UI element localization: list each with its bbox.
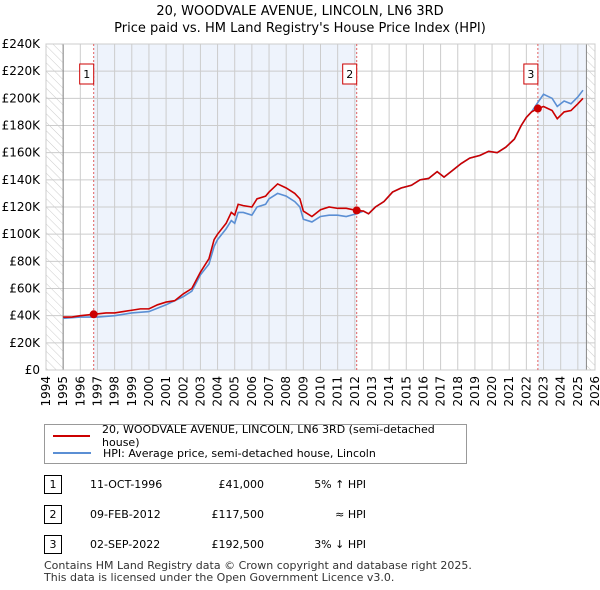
x-tick-label: 2001 xyxy=(159,376,173,407)
plot-border xyxy=(45,43,596,371)
transaction-price: £192,500 xyxy=(211,538,265,551)
sale-label: 3 xyxy=(527,68,534,81)
chart-subtitle: Price paid vs. HM Land Registry's House … xyxy=(114,21,486,36)
sale-label-box xyxy=(79,63,95,85)
x-tick-label: 2006 xyxy=(245,376,259,407)
y-tick-label: £60K xyxy=(9,282,41,296)
x-tick-label: 2018 xyxy=(451,376,465,407)
y-tick-label: £220K xyxy=(2,64,42,78)
x-tick-label: 2011 xyxy=(331,376,345,407)
x-tick-label: 1994 xyxy=(39,376,53,407)
x-tick-label: 2008 xyxy=(279,376,293,407)
y-tick-label: £80K xyxy=(9,254,41,268)
y-tick-label: £40K xyxy=(9,309,41,323)
x-tick-label: 2010 xyxy=(314,376,328,407)
legend: 20, WOODVALE AVENUE, LINCOLN, LN6 3RD (s… xyxy=(44,423,467,464)
x-tick-label: 2015 xyxy=(399,376,413,407)
transaction-date: 02-SEP-2022 xyxy=(90,538,161,551)
x-tick-label: 1998 xyxy=(108,376,122,407)
transaction-number: 1 xyxy=(44,475,62,494)
x-tick-label: 1997 xyxy=(90,376,104,407)
transaction-number: 2 xyxy=(44,505,62,524)
transaction-row: 2 09-FEB-2012 £117,500 ≈ HPI xyxy=(44,505,564,525)
x-tick-label: 2017 xyxy=(434,376,448,407)
sale-label-box xyxy=(523,63,539,85)
y-tick-label: £0 xyxy=(25,363,40,377)
transaction-hpi: ≈ HPI xyxy=(335,508,366,521)
x-tick-label: 1999 xyxy=(125,376,139,407)
sale-point xyxy=(533,104,542,113)
transaction-date: 09-FEB-2012 xyxy=(90,508,161,521)
legend-label: 20, WOODVALE AVENUE, LINCOLN, LN6 3RD (s… xyxy=(102,423,435,449)
x-tick-label: 2022 xyxy=(519,376,533,407)
x-tick-label: 2016 xyxy=(416,376,430,407)
x-tick-label: 2024 xyxy=(554,376,568,407)
x-tick-label: 2023 xyxy=(537,376,551,407)
x-tick-label: 2004 xyxy=(211,376,225,407)
series-line xyxy=(63,97,584,318)
sale-label: 1 xyxy=(83,68,90,81)
transaction-price: £41,000 xyxy=(218,478,265,491)
y-tick-label: £240K xyxy=(2,37,42,51)
transaction-price: £117,500 xyxy=(211,508,265,521)
x-tick-label: 2025 xyxy=(571,376,585,407)
sale-point xyxy=(89,310,98,319)
footer-line: Contains HM Land Registry data © Crown c… xyxy=(44,559,472,572)
x-tick-label: 2019 xyxy=(468,376,482,407)
x-tick-label: 2009 xyxy=(296,376,310,407)
legend-item-hpi: HPI: Average price, semi-detached house,… xyxy=(53,445,376,461)
x-tick-label: 2013 xyxy=(365,376,379,407)
x-tick-label: 2020 xyxy=(485,376,499,407)
transaction-date: 11-OCT-1996 xyxy=(90,478,163,491)
x-tick-label: 2000 xyxy=(142,376,156,407)
y-tick-label: £160K xyxy=(2,146,42,160)
x-tick-label: 2012 xyxy=(348,376,362,407)
legend-item-property: 20, WOODVALE AVENUE, LINCOLN, LN6 3RD (s… xyxy=(53,423,466,449)
x-tick-label: 2003 xyxy=(193,376,207,407)
price-chart: £0 £20K £40K £60K £80K £100K £120K £140K £160K £1… xyxy=(2,37,600,407)
y-tick-label: £200K xyxy=(2,91,42,105)
transaction-row: 3 02-SEP-2022 £192,500 3% ↓ HPI xyxy=(44,535,564,555)
y-tick-label: £20K xyxy=(9,336,41,350)
y-tick-label: £120K xyxy=(2,200,42,214)
x-tick-label: 2026 xyxy=(588,376,600,407)
y-tick-label: £140K xyxy=(2,173,42,187)
y-tick-label: £180K xyxy=(2,119,42,133)
x-tick-label: 2021 xyxy=(502,376,516,407)
sale-point xyxy=(352,206,361,215)
transaction-row: 1 11-OCT-1996 £41,000 5% ↑ HPI xyxy=(44,475,564,495)
sale-label: 2 xyxy=(346,68,353,81)
transaction-hpi: 5% ↑ HPI xyxy=(314,478,366,491)
chart-title: 20, WOODVALE AVENUE, LINCOLN, LN6 3RD xyxy=(156,4,444,19)
x-tick-label: 1996 xyxy=(73,376,87,407)
x-tick-label: 2014 xyxy=(382,376,396,407)
x-tick-label: 2005 xyxy=(228,376,242,407)
y-tick-label: £100K xyxy=(2,227,42,241)
sale-label-box xyxy=(342,63,358,85)
footer-line: This data is licensed under the Open Gov… xyxy=(44,571,395,584)
x-tick-label: 2002 xyxy=(176,376,190,407)
transaction-number: 3 xyxy=(44,535,62,554)
x-tick-label: 2007 xyxy=(262,376,276,407)
transaction-hpi: 3% ↓ HPI xyxy=(314,538,366,551)
x-tick-label: 1995 xyxy=(56,376,70,407)
legend-label: HPI: Average price, semi-detached house,… xyxy=(103,446,376,460)
